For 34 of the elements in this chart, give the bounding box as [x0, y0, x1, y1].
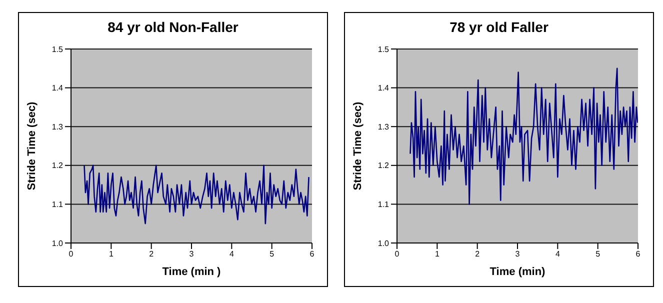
x-axis-title: Time (min)	[490, 266, 546, 278]
x-axis-title: Time (min )	[162, 266, 222, 278]
line-series	[410, 68, 638, 205]
x-tick-label: 6	[636, 250, 641, 259]
x-tick-label: 1	[108, 250, 114, 259]
x-tick-label: 3	[515, 250, 520, 259]
x-tick-label: 6	[310, 250, 315, 259]
x-tick-label: 0	[394, 250, 400, 259]
y-tick-label: 1.4	[378, 84, 390, 93]
y-tick-label: 1.3	[52, 122, 64, 132]
x-tick-label: 2	[149, 250, 154, 259]
line-series	[84, 164, 310, 224]
x-tick-label: 0	[68, 250, 74, 259]
y-tick-label: 1.2	[378, 161, 390, 170]
y-tick-label: 1.0	[52, 238, 64, 248]
x-tick-label: 3	[189, 250, 194, 259]
y-axis-title: Stride Time (sec)	[352, 101, 364, 190]
y-tick-label: 1.5	[52, 44, 64, 54]
y-tick-label: 1.3	[378, 122, 390, 132]
x-tick-label: 4	[555, 250, 560, 259]
x-tick-label: 5	[270, 250, 275, 259]
y-tick-label: 1.2	[52, 161, 64, 170]
x-tick-label: 2	[475, 250, 480, 259]
chart-title: 78 yr old Faller	[448, 19, 550, 37]
y-tick-label: 1.4	[52, 84, 64, 93]
y-axis-title: Stride Time (sec)	[26, 101, 38, 190]
x-tick-label: 4	[229, 250, 234, 259]
chart-title: 84 yr old Non-Faller	[106, 19, 240, 37]
y-tick-label: 1.1	[378, 200, 390, 210]
y-tick-label: 1.1	[52, 200, 64, 210]
x-tick-label: 1	[434, 250, 440, 259]
x-tick-label: 5	[596, 250, 601, 259]
y-tick-label: 1.0	[378, 238, 390, 248]
y-tick-label: 1.5	[378, 44, 390, 54]
